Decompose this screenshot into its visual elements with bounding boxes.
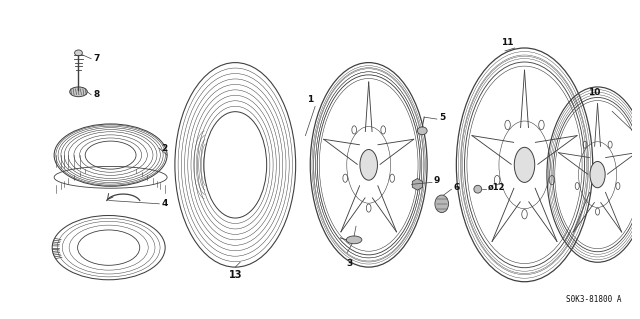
Text: 5: 5 — [439, 113, 445, 122]
Text: S0K3-81800 A: S0K3-81800 A — [566, 295, 622, 304]
Text: ø12: ø12 — [488, 183, 505, 192]
Ellipse shape — [590, 161, 605, 188]
Text: 7: 7 — [93, 54, 99, 63]
Ellipse shape — [515, 147, 535, 182]
Text: 9: 9 — [434, 176, 440, 185]
Ellipse shape — [70, 87, 87, 97]
Text: 8: 8 — [93, 90, 99, 99]
Ellipse shape — [474, 185, 482, 193]
Ellipse shape — [360, 150, 378, 180]
Ellipse shape — [75, 50, 83, 56]
Ellipse shape — [346, 236, 362, 244]
Ellipse shape — [435, 195, 449, 212]
Text: 6: 6 — [453, 183, 460, 192]
Text: 1: 1 — [307, 94, 313, 103]
Text: 13: 13 — [228, 270, 242, 280]
Text: 2: 2 — [161, 144, 168, 153]
Text: 3: 3 — [346, 259, 353, 268]
Text: 11: 11 — [500, 38, 513, 47]
Ellipse shape — [417, 127, 427, 135]
Text: 4: 4 — [161, 199, 168, 208]
Text: 10: 10 — [588, 88, 600, 97]
